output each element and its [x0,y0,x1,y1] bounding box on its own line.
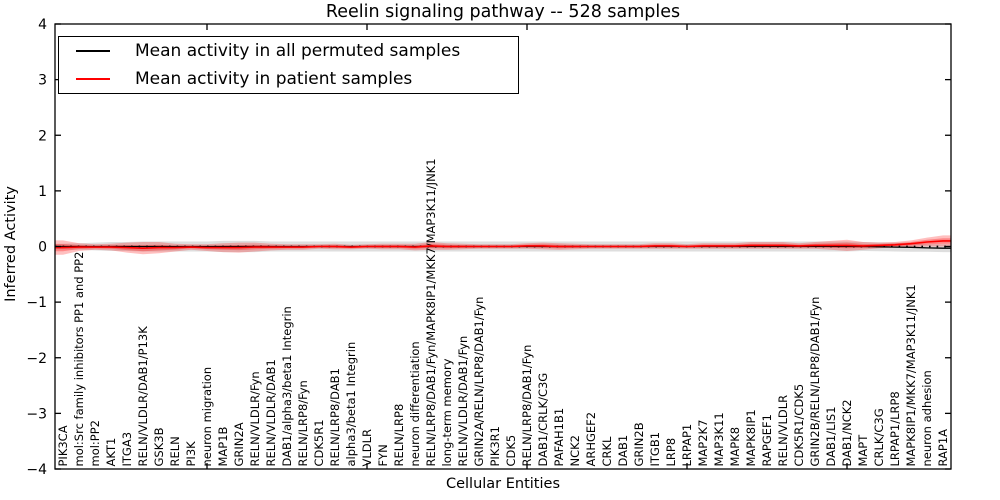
x-tick-label: CDK5R1 [312,419,326,466]
x-tick-label: DAB1/alpha3/beta1 Integrin [280,306,294,466]
x-tick-label: RELN/VLDLR [776,395,790,467]
y-tick-label: −1 [26,295,47,311]
x-tick-label: RELN/VLDLR/DAB1/P13K [136,326,150,467]
x-tick-label: CRLK/C3G [872,408,886,466]
x-tick-label: MAPK8IP1 [744,409,758,466]
x-tick-label: neuron adhesion [920,370,934,466]
x-tick-label: CRKL [600,436,614,467]
y-tick-label: 0 [38,240,47,256]
x-tick-label: mol:PP2 [88,420,102,467]
x-tick-label: DAB1/LIS1 [824,406,838,466]
x-tick-label: VLDLR [360,429,374,467]
x-tick-label: NCK2 [568,435,582,467]
x-tick-label: LRPAP1 [680,424,694,467]
x-tick-label: PAFAH1B1 [552,408,566,467]
x-tick-label: RELN/LRP8/DAB1 [328,368,342,466]
x-tick-label: RELN/VLDLR/DAB1/Fyn [456,336,470,467]
permuted-line-swatch [76,50,110,53]
patient-line-swatch [76,77,110,80]
x-tick-label: PI3K [184,441,198,467]
x-tick-label: mol:Src family inhibitors PP1 and PP2 [72,252,86,467]
x-tick-label: ITGA3 [120,432,134,467]
x-tick-label: DAB1 [616,435,630,467]
y-tick-label: 1 [38,184,47,200]
x-tick-label: LRP8 [664,438,678,467]
x-tick-label: GRIN2A/RELN/LRP8/DAB1/Fyn [472,297,486,467]
x-tick-label: GRIN2B [632,422,646,466]
x-tick-label: MAP1B [216,426,230,466]
x-tick-label: MAPK8 [728,427,742,467]
legend-item-permuted: Mean activity in all permuted samples [59,38,518,65]
legend-label-patient: Mean activity in patient samples [135,68,413,89]
x-tick-label: MAPT [856,434,870,467]
x-tick-label: PIK3R1 [488,426,502,467]
x-tick-label: AKT1 [104,438,118,467]
x-tick-label: LRPAP1/LRP8 [888,391,902,466]
legend-item-patient: Mean activity in patient samples [59,65,518,92]
x-tick-label: neuron migration [200,367,214,467]
x-tick-label: RELN/VLDLR/Fyn [248,371,262,466]
x-tick-label: GRIN2A [232,422,246,466]
y-tick-label: −3 [26,406,47,422]
x-tick-label: MAPK8IP1/MKK7/MAP3K11/JNK1 [904,284,918,466]
x-tick-label: PIK3CA [56,425,70,466]
chart-title: Reelin signaling pathway -- 528 samples [325,2,681,22]
x-tick-label: CDK5 [504,435,518,467]
x-tick-label: GRIN2B/RELN/LRP8/DAB1/Fyn [808,297,822,467]
y-axis-label: Inferred Activity [3,186,19,302]
x-tick-label: neuron differentiation [408,341,422,466]
y-tick-label: 4 [38,17,47,33]
x-tick-label: alpha3/beta1 Integrin [344,342,358,467]
patient-mean-line [55,240,951,250]
x-tick-label: GSK3B [152,427,166,466]
y-tick-label: 2 [38,128,47,144]
x-tick-label: RAP1A [936,429,950,467]
x-tick-label: RAPGEF1 [760,414,774,466]
x-tick-label: DAB1/NCK2 [840,399,854,466]
x-tick-label: RELN/LRP8 [392,404,406,467]
patient-band-outer [55,235,951,255]
x-tick-label: RELN/LRP8/DAB1/Fyn/MAPK8IP1/MKK7/MAP3K11… [424,158,438,466]
x-tick-label: RELN/LRP8/DAB1/Fyn [520,345,534,467]
x-tick-label: MAP2K7 [696,420,710,467]
x-axis-label: Cellular Entities [445,476,561,492]
x-tick-label: MAP3K11 [712,412,726,466]
x-tick-label: ARHGEF2 [584,412,598,467]
y-tick-label: 3 [38,73,47,89]
x-tick-label: RELN [168,436,182,466]
patient-band-inner [55,238,951,252]
x-tick-label: RELN/VLDLR/DAB1 [264,359,278,466]
x-tick-label: DAB1/CRLK/C3G [536,373,550,467]
x-tick-label: ITGB1 [648,432,662,467]
y-tick-label: −2 [26,351,47,367]
y-tick-label: −4 [26,462,47,478]
x-tick-label: CDK5R1/CDK5 [792,384,806,467]
legend: Mean activity in all permuted samples Me… [58,36,519,94]
x-tick-label: RELN/LRP8/Fyn [296,380,310,466]
x-tick-label: FYN [376,444,390,466]
legend-label-permuted: Mean activity in all permuted samples [135,41,461,62]
x-tick-label: long-term memory [440,358,454,466]
